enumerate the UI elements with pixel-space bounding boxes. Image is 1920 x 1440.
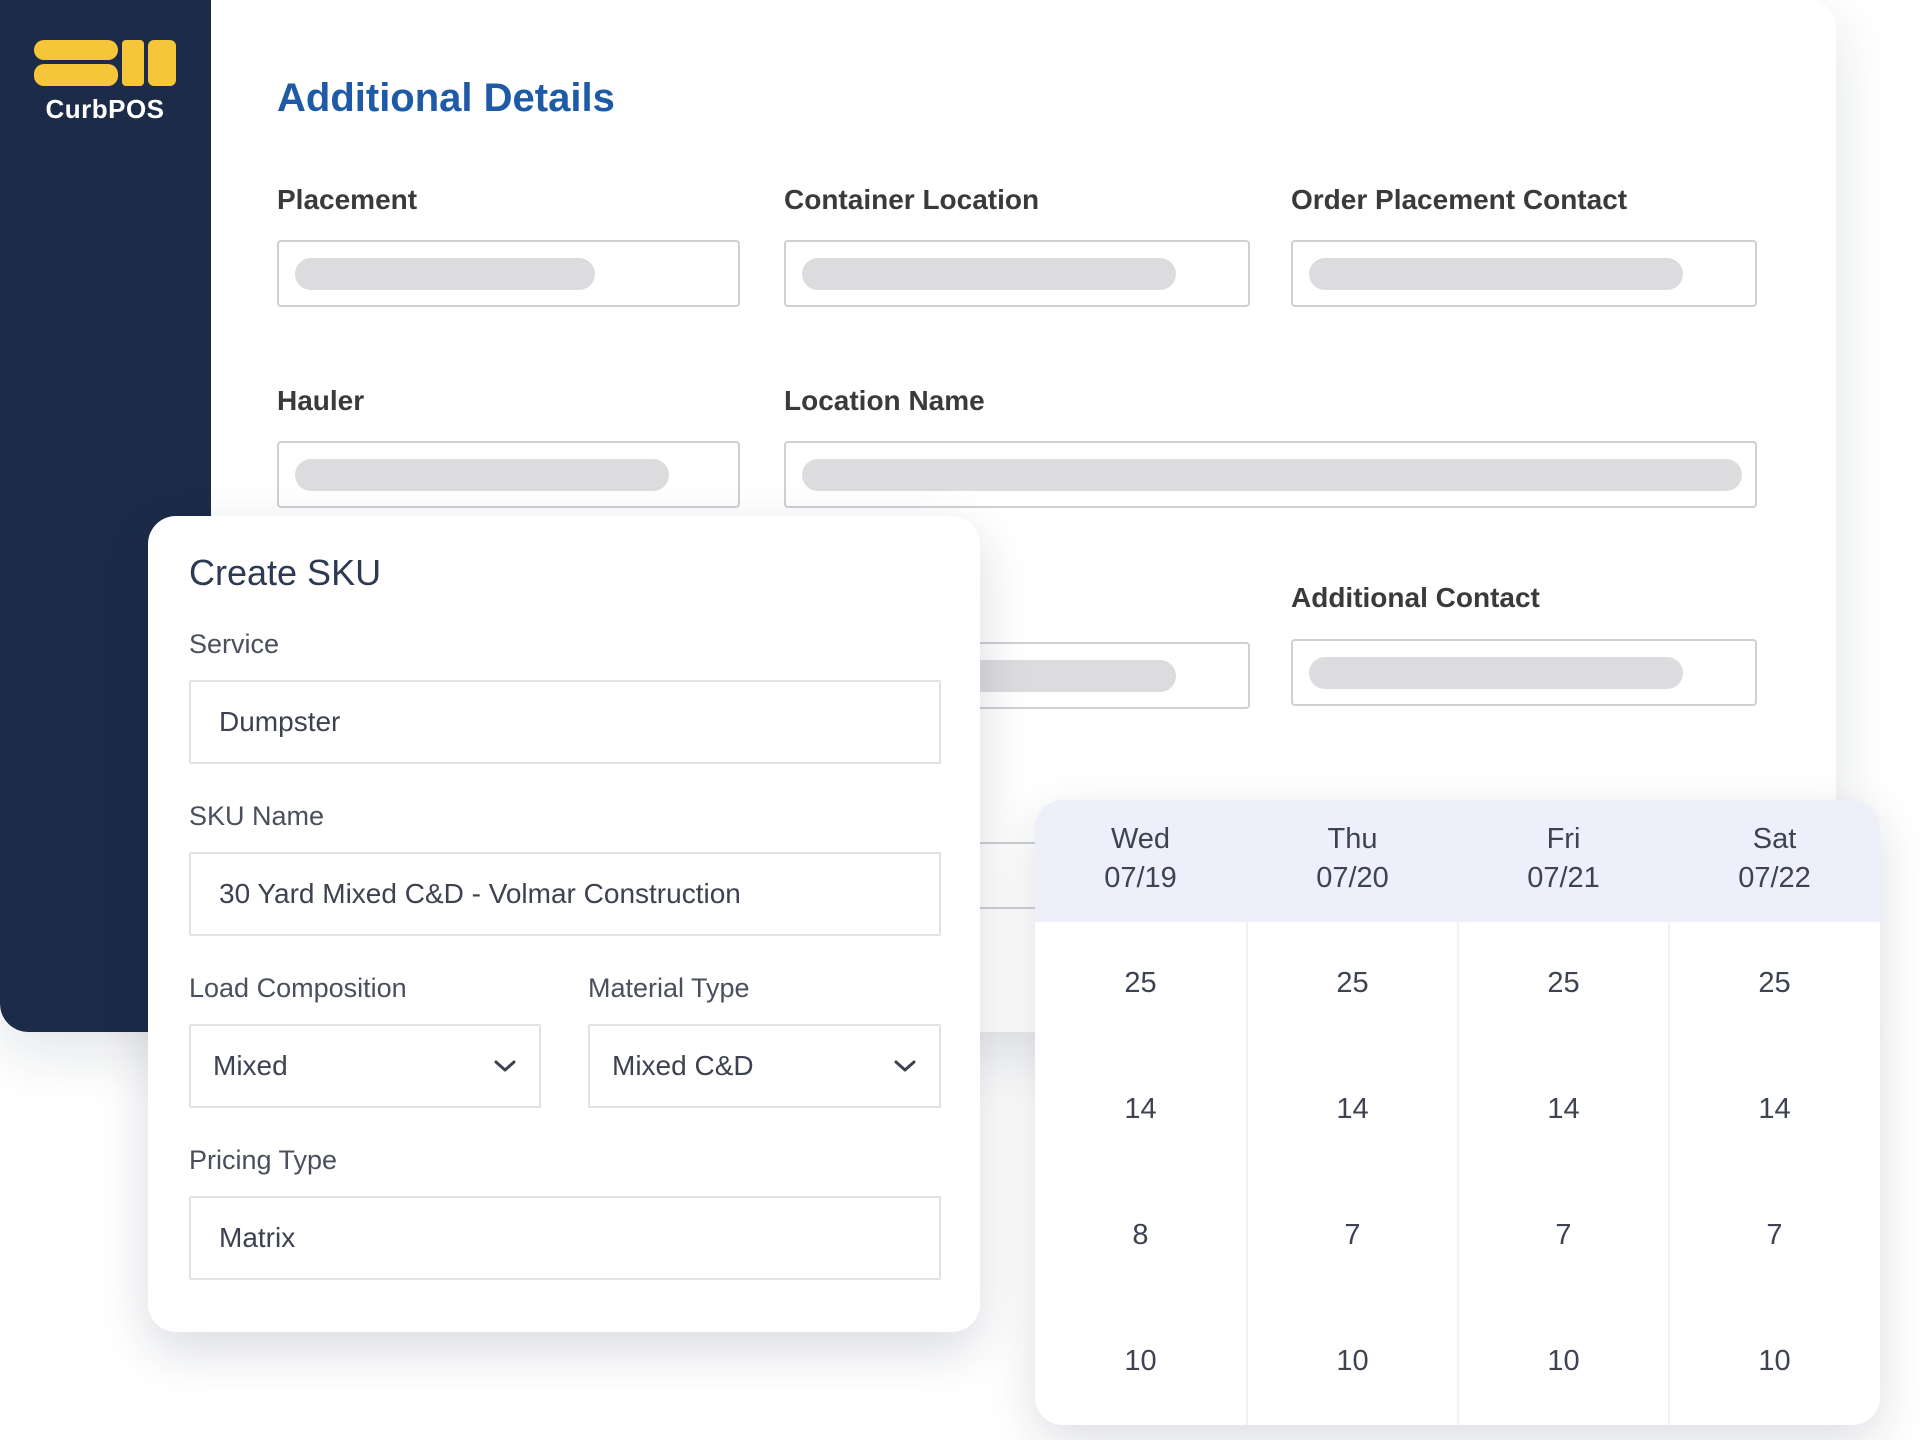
day-name: Wed bbox=[1110, 823, 1171, 855]
calendar-cell[interactable]: 7 bbox=[1344, 1219, 1361, 1251]
location-name-field[interactable] bbox=[784, 441, 1757, 508]
placeholder-skeleton bbox=[295, 258, 595, 290]
pricing-type-input[interactable] bbox=[189, 1196, 941, 1280]
chevron-down-icon bbox=[894, 1060, 916, 1072]
placeholder-skeleton bbox=[1309, 657, 1683, 689]
calendar-cell[interactable]: 10 bbox=[1124, 1345, 1157, 1377]
day-date: 07/22 bbox=[1738, 862, 1811, 894]
calendar-day-header: Sat 07/22 bbox=[1670, 820, 1879, 898]
calendar-column-fri: Fri 07/21 25 14 7 10 bbox=[1457, 800, 1668, 1425]
calendar-cell[interactable]: 8 bbox=[1132, 1219, 1149, 1251]
chevron-down-icon bbox=[494, 1060, 516, 1072]
day-date: 07/20 bbox=[1316, 862, 1389, 894]
pricing-type-label: Pricing Type bbox=[189, 1145, 338, 1175]
calendar-cell[interactable]: 10 bbox=[1758, 1345, 1791, 1377]
calendar-column-sat: Sat 07/22 25 14 7 10 bbox=[1668, 800, 1879, 1425]
sku-name-input[interactable] bbox=[189, 852, 941, 936]
day-name: Fri bbox=[1546, 823, 1581, 855]
placeholder-skeleton bbox=[802, 258, 1176, 290]
additional-contact-field[interactable] bbox=[1291, 639, 1757, 706]
calendar-cell[interactable]: 25 bbox=[1547, 967, 1580, 999]
material-type-label: Material Type bbox=[588, 973, 750, 1003]
calendar-cell[interactable]: 10 bbox=[1336, 1345, 1369, 1377]
container-location-label: Container Location bbox=[784, 184, 1040, 215]
availability-calendar: Wed 07/19 25 14 8 10 Thu 07/20 25 14 7 1… bbox=[1035, 800, 1880, 1425]
curbpos-logo[interactable]: CurbPOS bbox=[34, 40, 176, 125]
location-name-label: Location Name bbox=[784, 385, 985, 416]
day-name: Thu bbox=[1327, 823, 1378, 855]
calendar-day-header: Fri 07/21 bbox=[1459, 820, 1668, 898]
calendar-cell[interactable]: 14 bbox=[1547, 1093, 1580, 1125]
order-placement-contact-label: Order Placement Contact bbox=[1291, 184, 1628, 215]
material-type-select[interactable]: Mixed C&D bbox=[588, 1024, 941, 1108]
calendar-cell[interactable]: 25 bbox=[1758, 967, 1791, 999]
day-date: 07/21 bbox=[1527, 862, 1600, 894]
page-title: Additional Details bbox=[277, 76, 615, 120]
additional-contact-label: Additional Contact bbox=[1291, 582, 1540, 613]
calendar-day-header: Thu 07/20 bbox=[1248, 820, 1457, 898]
calendar-cell[interactable]: 10 bbox=[1547, 1345, 1580, 1377]
calendar-cell[interactable]: 14 bbox=[1758, 1093, 1791, 1125]
sku-name-label: SKU Name bbox=[189, 801, 325, 831]
calendar-column-wed: Wed 07/19 25 14 8 10 bbox=[1035, 800, 1246, 1425]
day-name: Sat bbox=[1752, 823, 1797, 855]
service-label: Service bbox=[189, 629, 280, 659]
calendar-column-thu: Thu 07/20 25 14 7 10 bbox=[1246, 800, 1457, 1425]
calendar-cell[interactable]: 7 bbox=[1766, 1219, 1783, 1251]
load-composition-label: Load Composition bbox=[189, 973, 407, 1003]
placement-field[interactable] bbox=[277, 240, 740, 307]
service-input[interactable] bbox=[189, 680, 941, 764]
hauler-label: Hauler bbox=[277, 385, 365, 416]
placement-label: Placement bbox=[277, 184, 418, 215]
material-type-value: Mixed C&D bbox=[612, 1050, 754, 1081]
load-composition-value: Mixed bbox=[213, 1050, 288, 1081]
load-composition-select[interactable]: Mixed bbox=[189, 1024, 541, 1108]
logo-text: CurbPOS bbox=[45, 94, 165, 124]
day-date: 07/19 bbox=[1104, 862, 1177, 894]
calendar-day-header: Wed 07/19 bbox=[1035, 820, 1246, 898]
order-placement-contact-field[interactable] bbox=[1291, 240, 1757, 307]
create-sku-dialog: Create SKU Service SKU Name Load Composi… bbox=[148, 516, 980, 1332]
dialog-title: Create SKU bbox=[189, 552, 382, 593]
calendar-cell[interactable]: 14 bbox=[1336, 1093, 1369, 1125]
placeholder-skeleton bbox=[802, 459, 1742, 491]
placeholder-skeleton bbox=[295, 459, 669, 491]
calendar-cell[interactable]: 14 bbox=[1124, 1093, 1157, 1125]
hauler-field[interactable] bbox=[277, 441, 740, 508]
placeholder-skeleton bbox=[1309, 258, 1683, 290]
calendar-cell[interactable]: 7 bbox=[1555, 1219, 1572, 1251]
calendar-cell[interactable]: 25 bbox=[1124, 967, 1157, 999]
container-location-field[interactable] bbox=[784, 240, 1250, 307]
calendar-cell[interactable]: 25 bbox=[1336, 967, 1369, 999]
curbpos-logo-mark-icon bbox=[34, 40, 176, 86]
